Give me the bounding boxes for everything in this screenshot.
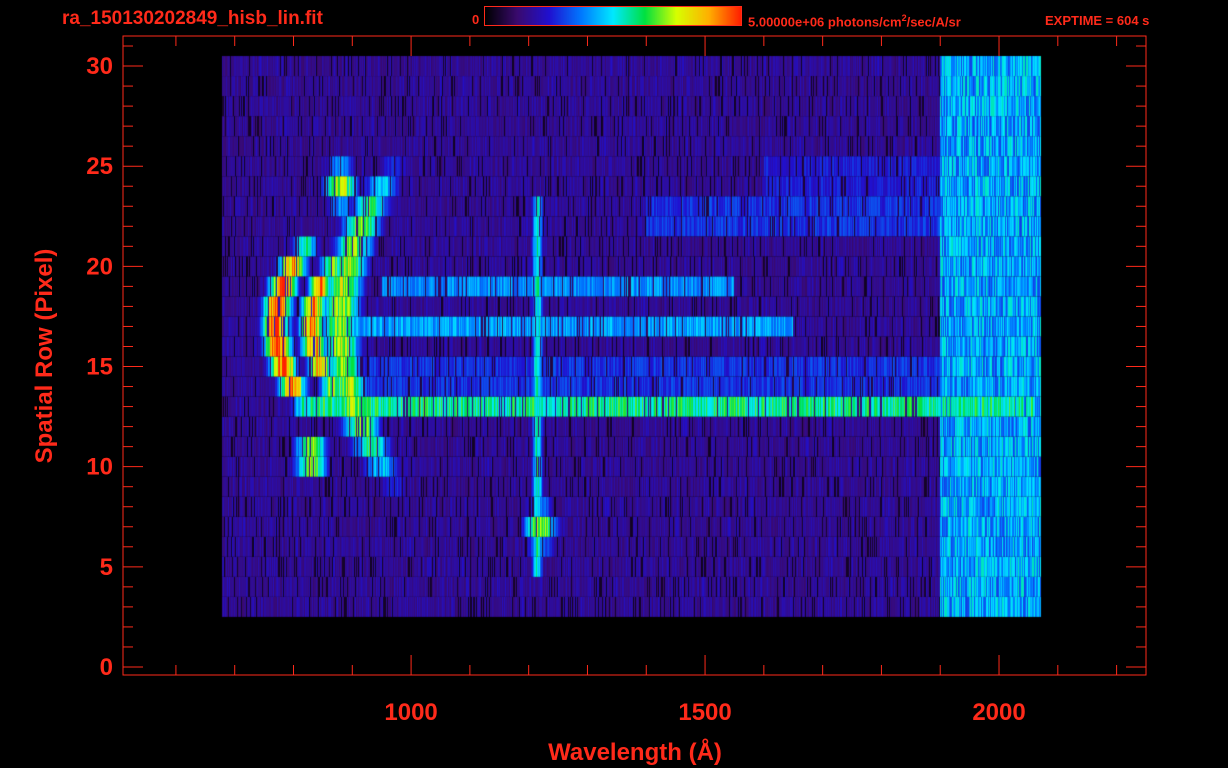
colorbar-max-exponent: 2 — [901, 13, 907, 23]
y-tick-label: 30 — [86, 53, 113, 80]
x-tick-label: 1000 — [384, 699, 437, 726]
x-tick-label: 1500 — [678, 699, 731, 726]
x-axis-label: Wavelength (Å) — [548, 738, 722, 766]
y-tick-label: 25 — [86, 153, 113, 180]
file-title: ra_150130202849_hisb_lin.fit — [62, 8, 323, 29]
y-axis-label: Spatial Row (Pixel) — [31, 249, 58, 464]
colorbar-min-label: 0 — [472, 12, 480, 27]
spectral-heatmap — [123, 36, 1146, 675]
chart-axes: 1000 1500 2000 0 5 10 15 20 25 30 — [86, 35, 1147, 726]
y-tick-label: 5 — [100, 554, 113, 581]
y-tick-label: 0 — [100, 654, 113, 681]
plot-frame — [122, 35, 1147, 676]
colorbar-max-unit-tail: /sec/A/sr — [906, 14, 961, 30]
colorbar — [484, 6, 742, 26]
y-tick-label: 15 — [86, 354, 113, 381]
y-tick-label: 10 — [86, 454, 113, 481]
colorbar-max-value: 5.00000e+06 photons/cm — [748, 14, 902, 30]
exposure-time: EXPTIME = 604 s — [1045, 13, 1150, 28]
colorbar-max-label: 5.00000e+06 photons/cm2/sec/A/sr — [748, 13, 961, 29]
y-tick-label: 20 — [86, 253, 113, 280]
x-tick-label: 2000 — [972, 699, 1025, 726]
